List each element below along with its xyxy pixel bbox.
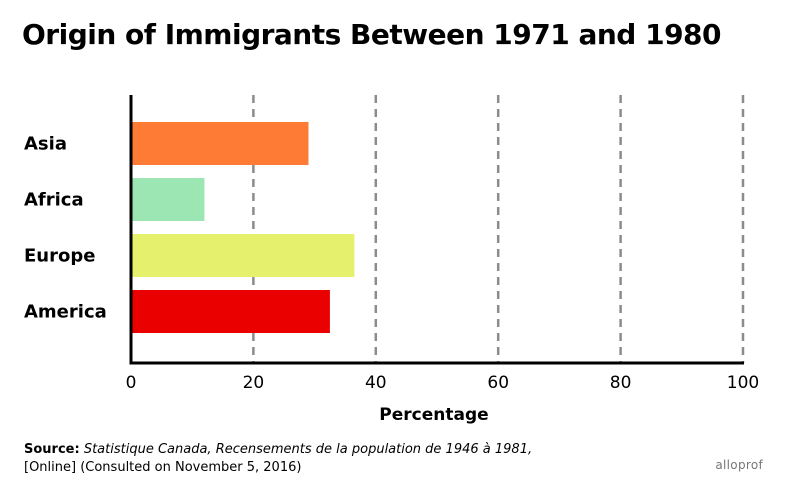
source-label: Source: bbox=[24, 442, 80, 457]
source-note: Source: Statistique Canada, Recensements… bbox=[24, 441, 532, 477]
category-label-europe: Europe bbox=[24, 246, 95, 267]
x-tick-label-20: 20 bbox=[243, 373, 265, 393]
x-tick-label-60: 60 bbox=[487, 373, 509, 393]
category-label-asia: Asia bbox=[24, 134, 67, 155]
brand-logo: alloprof bbox=[715, 458, 763, 472]
bar-america bbox=[131, 290, 330, 333]
category-label-america: America bbox=[24, 302, 107, 323]
x-axis-title: Percentage bbox=[379, 405, 488, 425]
bar-asia bbox=[131, 122, 309, 165]
x-tick-label-100: 100 bbox=[727, 373, 759, 393]
source-citation: Statistique Canada, Recensements de la p… bbox=[83, 442, 533, 457]
bar-europe bbox=[131, 234, 355, 277]
category-label-africa: Africa bbox=[24, 190, 84, 211]
source-consulted: [Online] (Consulted on November 5, 2016) bbox=[24, 460, 302, 475]
x-tick-label-40: 40 bbox=[365, 373, 387, 393]
x-tick-label-80: 80 bbox=[610, 373, 632, 393]
bar-africa bbox=[131, 178, 205, 221]
x-tick-label-0: 0 bbox=[126, 373, 137, 393]
chart-title: Origin of Immigrants Between 1971 and 19… bbox=[22, 18, 722, 51]
